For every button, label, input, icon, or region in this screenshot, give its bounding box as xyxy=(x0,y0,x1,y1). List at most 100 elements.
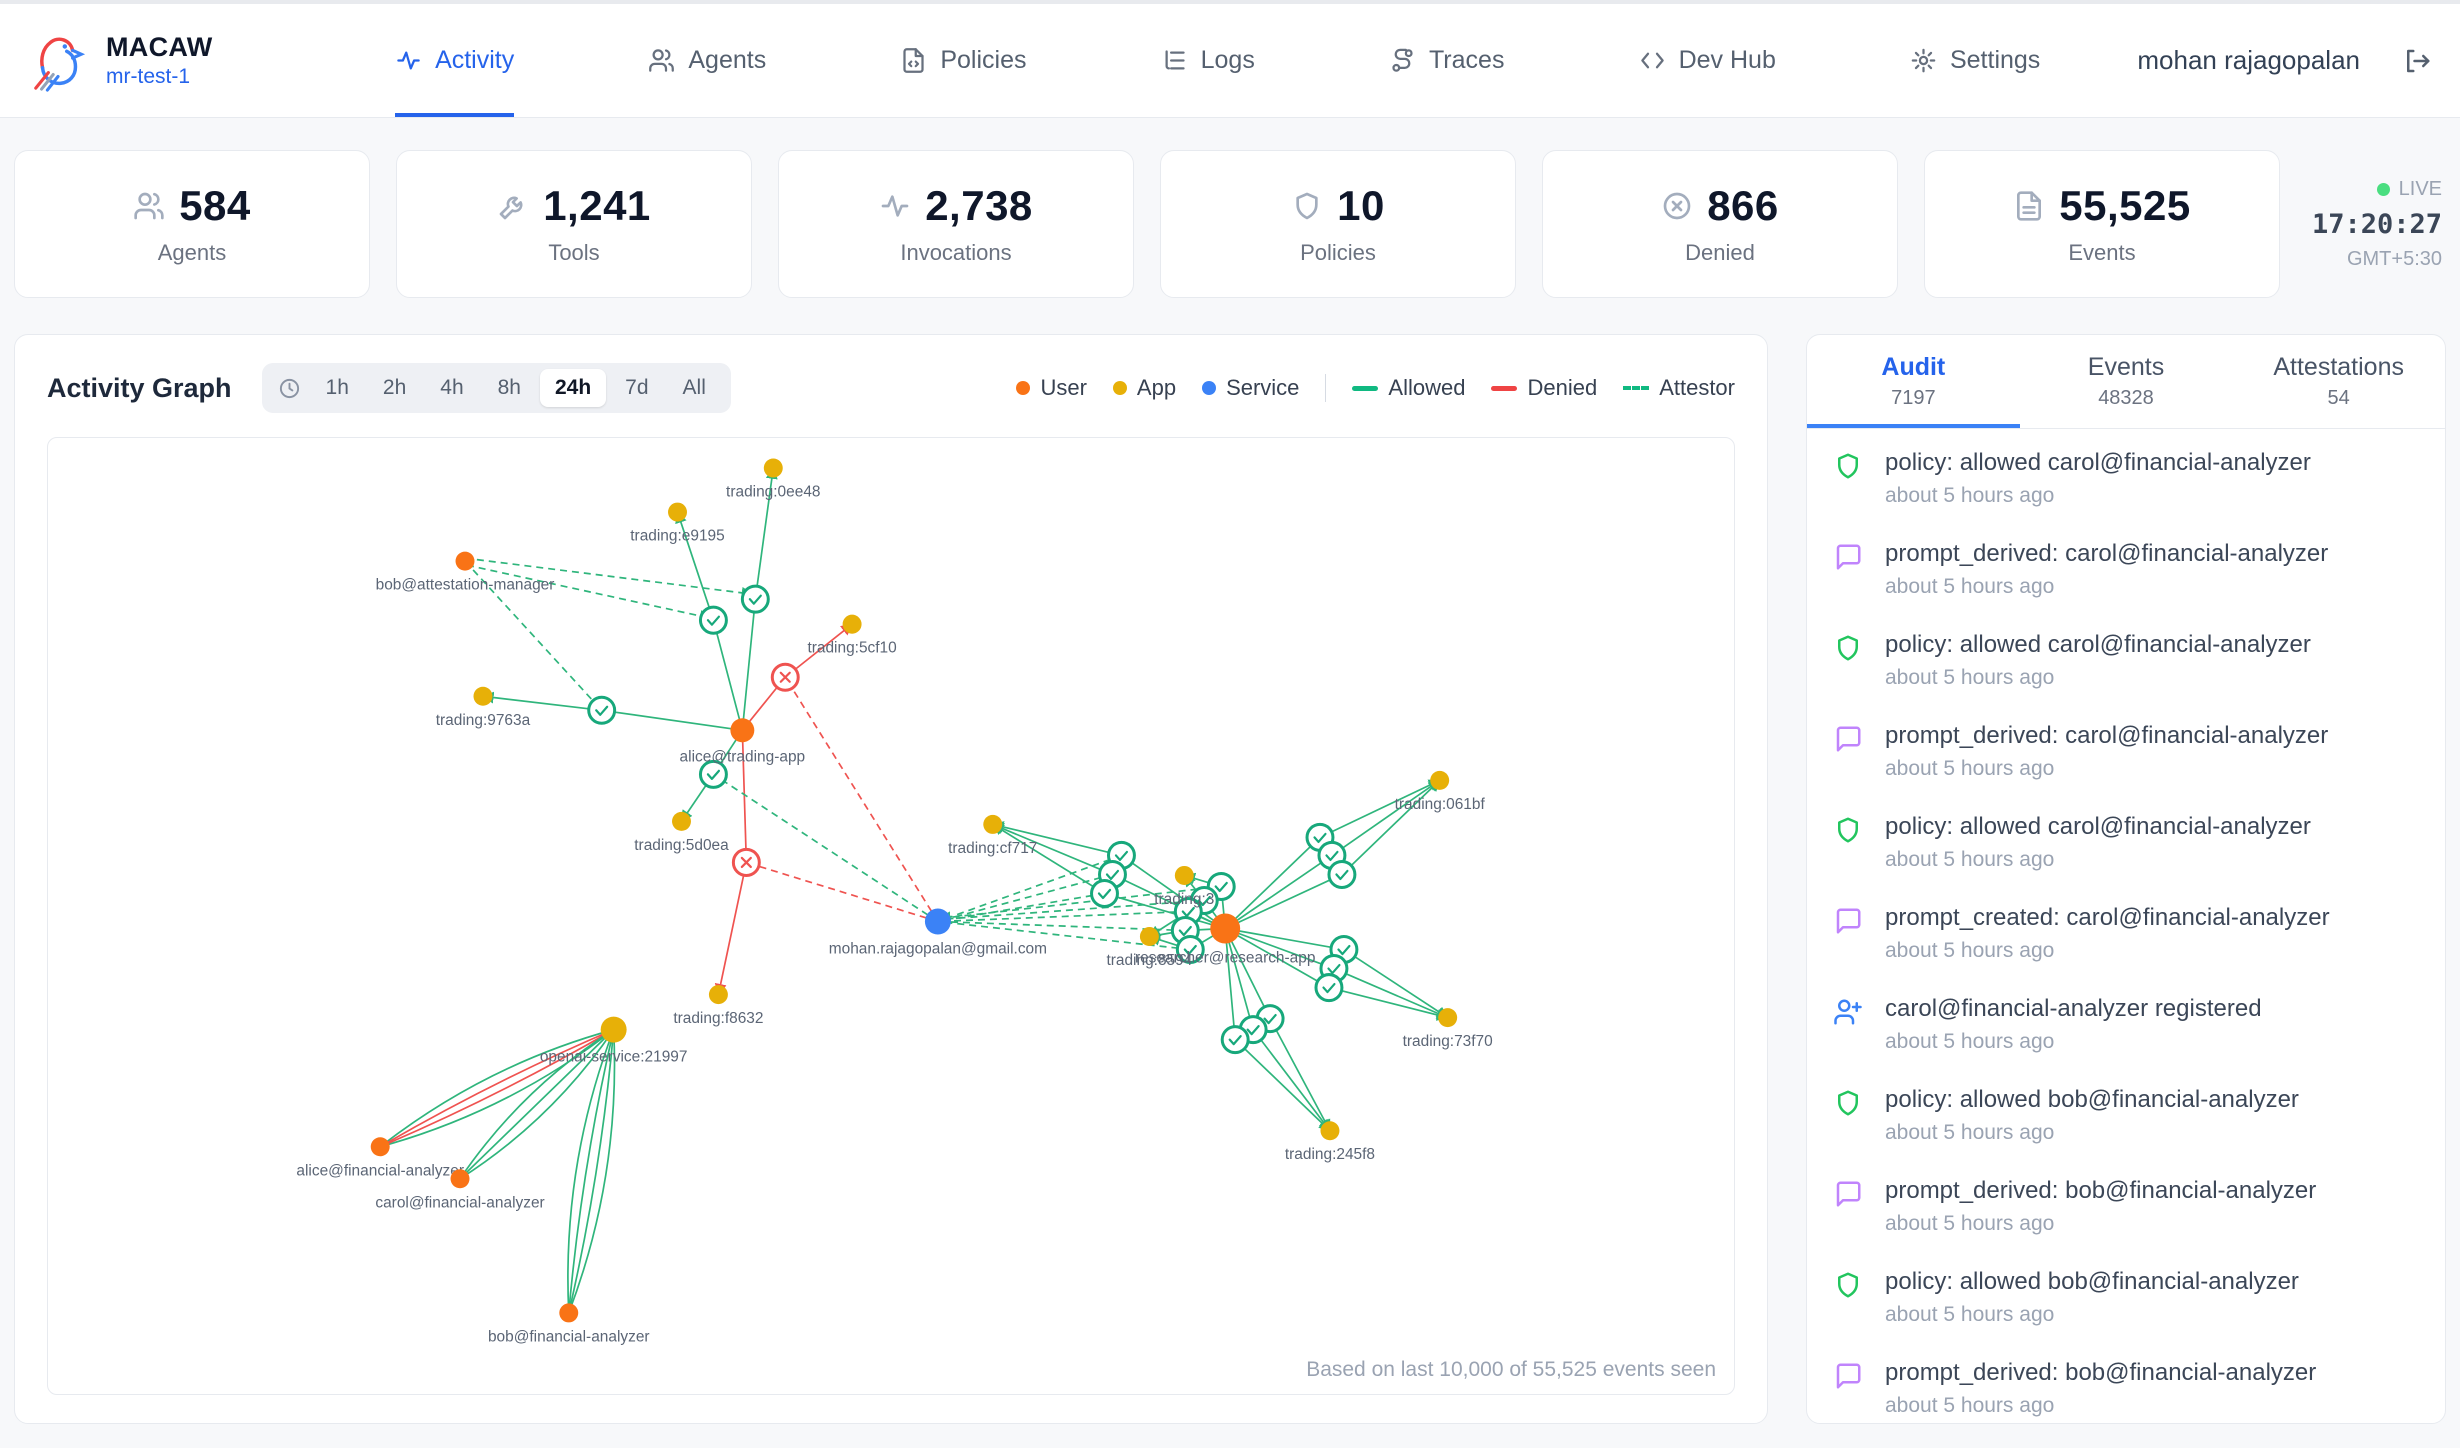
graph-node-label: alice@financial-analyzer xyxy=(296,1162,464,1179)
stat-value: 55,525 xyxy=(2059,182,2191,229)
nav-label: Activity xyxy=(435,46,515,74)
stat-card-invocations[interactable]: 2,738 Invocations xyxy=(778,150,1134,298)
legend-user: User xyxy=(1016,375,1087,401)
graph-edge xyxy=(600,705,743,732)
users-icon xyxy=(134,192,164,220)
tab-events[interactable]: Events 48328 xyxy=(2087,353,2165,409)
environment-name[interactable]: mr-test-1 xyxy=(106,65,190,88)
tab-attestations[interactable]: Attestations 54 xyxy=(2273,353,2404,409)
stat-card-tools[interactable]: 1,241 Tools xyxy=(396,150,752,298)
range-7d[interactable]: 7d xyxy=(625,376,649,399)
graph-node-app[interactable]: trading:061bf xyxy=(1395,770,1486,813)
graph-node-user[interactable]: bob@financial-analyzer xyxy=(488,1303,650,1345)
network-graph[interactable]: trading:0ee48 trading:e9195 bob@attestatio… xyxy=(48,438,1734,1394)
graph-node-app[interactable]: trading:3 xyxy=(1154,865,1214,908)
stat-label: Tools xyxy=(548,240,600,265)
logout-icon xyxy=(2407,49,2430,72)
tab-audit[interactable]: Audit 7197 xyxy=(1807,335,2020,428)
graph-node-app[interactable]: trading:e9195 xyxy=(630,502,725,545)
file-icon xyxy=(2017,191,2042,221)
graph-edge xyxy=(379,1028,615,1148)
range-all[interactable]: All xyxy=(682,376,706,399)
nav-devhub[interactable]: Dev Hub xyxy=(1639,4,1776,117)
live-timezone: GMT+5:30 xyxy=(2346,247,2442,270)
graph-edge xyxy=(991,821,1122,857)
graph-node-app[interactable]: trading:cf717 xyxy=(948,814,1037,857)
graph-edge xyxy=(1269,1018,1331,1132)
time-range-selector: 1h 2h 4h 8h 24h 7d All xyxy=(261,363,731,413)
logout-button[interactable] xyxy=(2402,46,2432,76)
macaw-logo-icon xyxy=(34,37,86,92)
audit-entry[interactable]: carol@financial-analyzer registered about… xyxy=(1807,975,2445,1066)
audit-entry[interactable]: prompt_derived: bob@financial-analyzer ab… xyxy=(1807,1339,2445,1423)
user-node-swatch xyxy=(1016,381,1031,395)
graph-node-user[interactable]: carol@financial-analyzer xyxy=(375,1169,545,1211)
range-4h[interactable]: 4h xyxy=(440,376,464,399)
audit-entry-time: about 5 hours ago xyxy=(1885,848,2055,871)
stat-card-events[interactable]: 55,525 Events xyxy=(1924,150,2280,298)
audit-entry[interactable]: prompt_derived: bob@financial-analyzer ab… xyxy=(1807,1157,2445,1248)
graph-edge xyxy=(1224,928,1257,1031)
graph-edge xyxy=(1252,1029,1331,1132)
stat-card-agents[interactable]: 584 Agents xyxy=(14,150,370,298)
graph-node-app[interactable]: trading:9763a xyxy=(436,686,531,729)
allow-badge xyxy=(740,584,770,614)
brand-block[interactable]: MACAW mr-test-1 xyxy=(28,4,298,117)
graph-node-app[interactable]: trading:5d0ea xyxy=(634,811,729,854)
nav-logs[interactable]: Logs xyxy=(1161,4,1255,117)
audit-entry[interactable]: policy: allowed bob@financial-analyzer ab… xyxy=(1807,1248,2445,1339)
audit-entry[interactable]: policy: allowed carol@financial-analyzer… xyxy=(1807,429,2445,520)
activity-graph-canvas[interactable]: trading:0ee48 trading:e9195 bob@attestatio… xyxy=(47,437,1735,1395)
attestor-edge-swatch xyxy=(1623,386,1650,390)
activity-icon xyxy=(397,51,420,70)
nav-policies[interactable]: Policies xyxy=(900,4,1027,117)
graph-node-label: trading:9763a xyxy=(436,712,531,729)
graph-node-label: alice@trading-app xyxy=(680,748,806,765)
allowed-edge-swatch xyxy=(1352,385,1379,391)
graph-node-user[interactable]: alice@financial-analyzer xyxy=(296,1137,464,1179)
live-label: LIVE xyxy=(2398,177,2442,200)
graph-node-service[interactable]: mohan.rajagopalan@gmail.com xyxy=(829,908,1047,958)
graph-node-app[interactable]: trading:73f70 xyxy=(1403,1008,1493,1050)
graph-node-app[interactable]: trading:5cf10 xyxy=(807,614,897,657)
audit-entry[interactable]: policy: allowed bob@financial-analyzer ab… xyxy=(1807,1066,2445,1157)
chat-bubble-icon xyxy=(1836,544,1861,570)
graph-node-user[interactable]: alice@trading-app xyxy=(680,718,806,765)
stat-value: 866 xyxy=(1707,182,1779,229)
current-user[interactable]: mohan rajagopalan xyxy=(2137,45,2360,75)
nav-activity[interactable]: Activity xyxy=(395,4,515,117)
range-2h[interactable]: 2h xyxy=(382,376,407,399)
policies-icon xyxy=(903,48,924,73)
stat-label: Policies xyxy=(1300,240,1376,265)
graph-edge xyxy=(745,859,939,923)
stat-card-policies[interactable]: 10 Policies xyxy=(1160,150,1516,298)
graph-node-app[interactable]: trading:8594 xyxy=(1106,927,1193,969)
range-8h[interactable]: 8h xyxy=(497,376,521,399)
allow-badge xyxy=(698,759,728,789)
audit-entry-title: carol@financial-analyzer registered xyxy=(1885,995,2262,1022)
range-24h[interactable]: 24h xyxy=(539,369,607,407)
audit-entry[interactable]: policy: allowed carol@financial-analyzer… xyxy=(1807,611,2445,702)
graph-node-app[interactable]: trading:f8632 xyxy=(673,985,763,1027)
nav-traces[interactable]: Traces xyxy=(1389,4,1504,117)
audit-entry[interactable]: prompt_derived: carol@financial-analyzer… xyxy=(1807,702,2445,793)
graph-node-user[interactable]: bob@attestation-manager xyxy=(376,551,555,594)
shield-icon xyxy=(1838,635,1858,661)
audit-entry[interactable]: prompt_created: carol@financial-analyzer… xyxy=(1807,884,2445,975)
audit-entry-time: about 5 hours ago xyxy=(1885,1121,2055,1144)
nav-agents[interactable]: Agents xyxy=(648,4,766,117)
nav-settings[interactable]: Settings xyxy=(1910,4,2040,117)
graph-node-app[interactable]: openai-service:21997 xyxy=(540,1016,688,1066)
graph-node-app[interactable]: trading:245f8 xyxy=(1285,1121,1375,1163)
graph-node-app[interactable]: trading:0ee48 xyxy=(726,458,821,501)
graph-edge xyxy=(936,854,1122,924)
legend-separator xyxy=(1325,374,1327,402)
graph-edge xyxy=(567,1028,621,1314)
audit-entry[interactable]: prompt_derived: carol@financial-analyzer… xyxy=(1807,520,2445,611)
range-1h[interactable]: 1h xyxy=(325,376,349,399)
stat-card-denied[interactable]: 866 Denied xyxy=(1542,150,1898,298)
graph-node-user[interactable]: researcher@research-app xyxy=(1135,913,1315,967)
shield-icon xyxy=(1838,453,1858,479)
graph-edge xyxy=(1224,854,1333,930)
audit-entry[interactable]: policy: allowed carol@financial-analyzer… xyxy=(1807,793,2445,884)
